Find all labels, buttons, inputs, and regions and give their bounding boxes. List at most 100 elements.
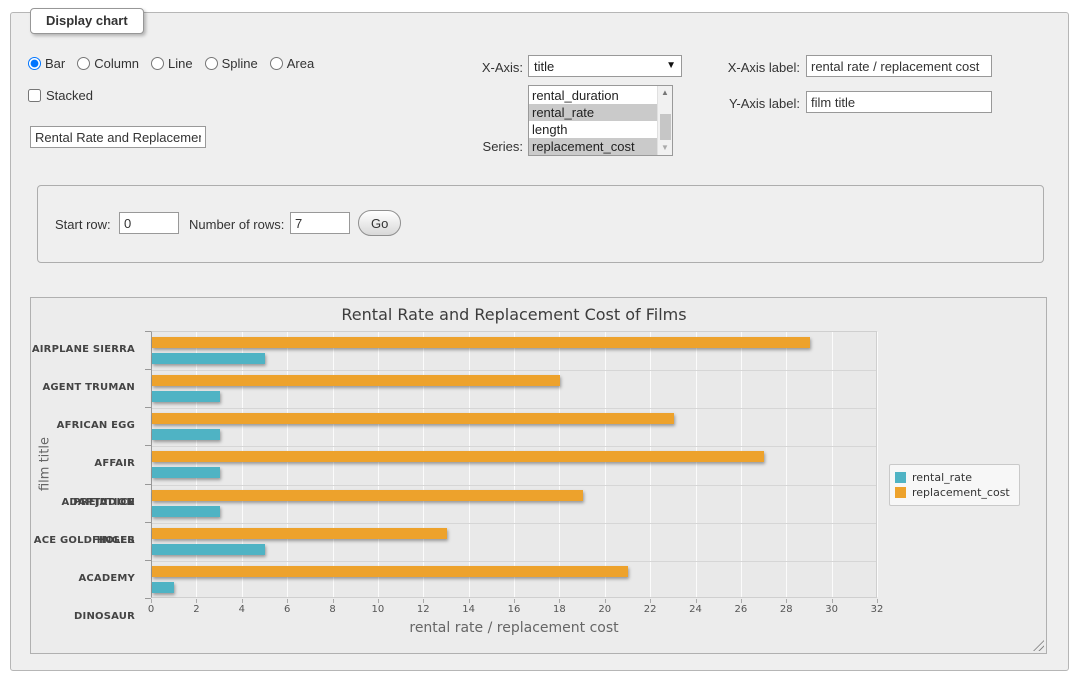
y-axis-label-input[interactable] — [806, 91, 992, 113]
go-button[interactable]: Go — [358, 210, 402, 236]
axis-tick — [145, 407, 151, 408]
chart-type-group: Bar Column Line Spline Area — [28, 56, 322, 71]
bar-rental_rate — [152, 429, 220, 440]
series-listbox-options: rental_duration rental_rate length replacem… — [529, 87, 657, 155]
scroll-down-icon[interactable]: ▼ — [661, 143, 669, 152]
value-axis-tick-label: 10 — [371, 604, 385, 615]
axis-tick — [145, 560, 151, 561]
axis-tick — [145, 598, 151, 599]
chart-title: Rental Rate and Replacement Cost of Film… — [341, 305, 687, 324]
chart-type-option-spline[interactable]: Spline — [204, 56, 258, 71]
category-label: AIRPLANE SIERRA — [31, 344, 135, 355]
stacked-row: Stacked — [28, 88, 93, 103]
gridline — [831, 332, 833, 597]
axis-tick — [151, 599, 152, 603]
axis-tick — [877, 599, 878, 603]
category-label: ACE GOLDFINGER — [33, 534, 135, 546]
axis-tick — [468, 599, 470, 603]
axis-tick — [377, 599, 379, 603]
gridline — [196, 332, 198, 597]
value-axis-tick-label: 20 — [598, 604, 612, 615]
x-axis-label-field-label: X-Axis label: — [727, 60, 800, 75]
category-band-line — [152, 370, 876, 371]
chart-title-input[interactable] — [30, 126, 206, 148]
axis-tick — [695, 599, 697, 603]
chart-type-option-area[interactable]: Area — [269, 56, 314, 71]
gridline — [332, 332, 334, 597]
scrollbar-thumb[interactable] — [660, 114, 671, 140]
value-axis-tick-label: 6 — [283, 604, 291, 615]
series-option-rental_duration[interactable]: rental_duration — [532, 88, 619, 103]
chart-type-radio-label: Line — [168, 56, 193, 71]
category-band-line — [152, 446, 876, 447]
resize-handle-icon[interactable] — [1033, 640, 1044, 651]
legend-swatch-icon — [895, 487, 906, 498]
gridline — [423, 332, 425, 597]
axis-tick — [145, 445, 151, 446]
chart-container: Rental Rate and Replacement Cost of Film… — [30, 297, 1047, 654]
bar-replacement_cost — [152, 375, 561, 386]
stacked-label: Stacked — [46, 88, 93, 103]
chart-type-radio-area[interactable] — [269, 57, 283, 70]
axis-tick — [559, 599, 561, 603]
value-axis-tick-label: 4 — [238, 604, 245, 615]
chart-type-option-column[interactable]: Column — [77, 56, 139, 71]
bar-replacement_cost — [152, 451, 765, 462]
legend-item-rental_rate[interactable]: rental_rate — [895, 471, 1010, 484]
bar-replacement_cost — [152, 566, 629, 577]
start-row-input[interactable] — [119, 212, 179, 234]
axis-tick — [145, 484, 151, 485]
series-label: Series: — [482, 139, 523, 154]
scroll-up-icon[interactable]: ▲ — [661, 88, 669, 97]
value-axis-tick-label: 22 — [643, 604, 657, 615]
x-axis-label: X-Axis: — [481, 60, 523, 75]
value-axis-tick-label: 12 — [416, 604, 430, 615]
gridline — [877, 332, 878, 597]
stacked-checkbox[interactable] — [28, 89, 41, 102]
gridline — [740, 332, 742, 597]
series-option-rental_rate[interactable]: rental_rate — [529, 104, 657, 121]
bar-rental_rate — [152, 506, 220, 517]
category-label: AFFAIR PREJUDICE — [73, 458, 135, 508]
bar-rental_rate — [152, 353, 266, 364]
number-of-rows-label: Number of rows: — [189, 217, 285, 232]
bar-rental_rate — [152, 391, 220, 402]
category-band-line — [152, 408, 876, 409]
gridline — [559, 332, 561, 597]
legend-item-replacement_cost[interactable]: replacement_cost — [895, 486, 1010, 499]
x-axis-select[interactable]: title ▼ — [528, 55, 682, 77]
number-of-rows-input[interactable] — [290, 212, 350, 234]
chart-type-radio-column[interactable] — [77, 57, 91, 70]
x-axis-label-input[interactable] — [806, 55, 992, 77]
series-option-length[interactable]: length — [532, 122, 568, 137]
series-listbox[interactable]: rental_duration rental_rate length replacem… — [528, 85, 673, 156]
axis-tick — [145, 369, 151, 370]
category-label: ADAPTATION HOLES — [61, 496, 135, 546]
bar-rental_rate — [152, 467, 220, 478]
gridline — [377, 332, 379, 597]
chart-type-radio-bar[interactable] — [28, 57, 41, 70]
chart-type-option-line[interactable]: Line — [151, 56, 193, 71]
axis-tick — [831, 599, 833, 603]
chart-plot-area — [151, 331, 878, 598]
chart-type-radio-line[interactable] — [151, 57, 165, 70]
chart-legend: rental_rate replacement_cost — [889, 464, 1020, 506]
chart-type-radio-label: Bar — [45, 56, 66, 71]
gridline — [241, 332, 243, 597]
series-option-replacement_cost[interactable]: replacement_cost — [529, 138, 657, 155]
axis-tick — [241, 599, 243, 603]
value-axis-tick-label: 14 — [462, 604, 475, 615]
series-scrollbar[interactable]: ▲ ▼ — [657, 86, 672, 155]
chart-type-radio-spline[interactable] — [204, 57, 218, 70]
axis-tick — [740, 599, 742, 603]
legend-label: replacement_cost — [912, 486, 1010, 499]
axis-tick — [287, 599, 289, 603]
gridline — [287, 332, 289, 597]
legend-swatch-icon — [895, 472, 906, 483]
chart-type-option-bar[interactable]: Bar — [28, 56, 65, 71]
bar-rental_rate — [152, 544, 266, 555]
category-band-line — [152, 485, 876, 486]
axis-tick — [604, 599, 606, 603]
fieldset-legend: Display chart — [30, 8, 144, 34]
axis-tick — [145, 522, 151, 523]
